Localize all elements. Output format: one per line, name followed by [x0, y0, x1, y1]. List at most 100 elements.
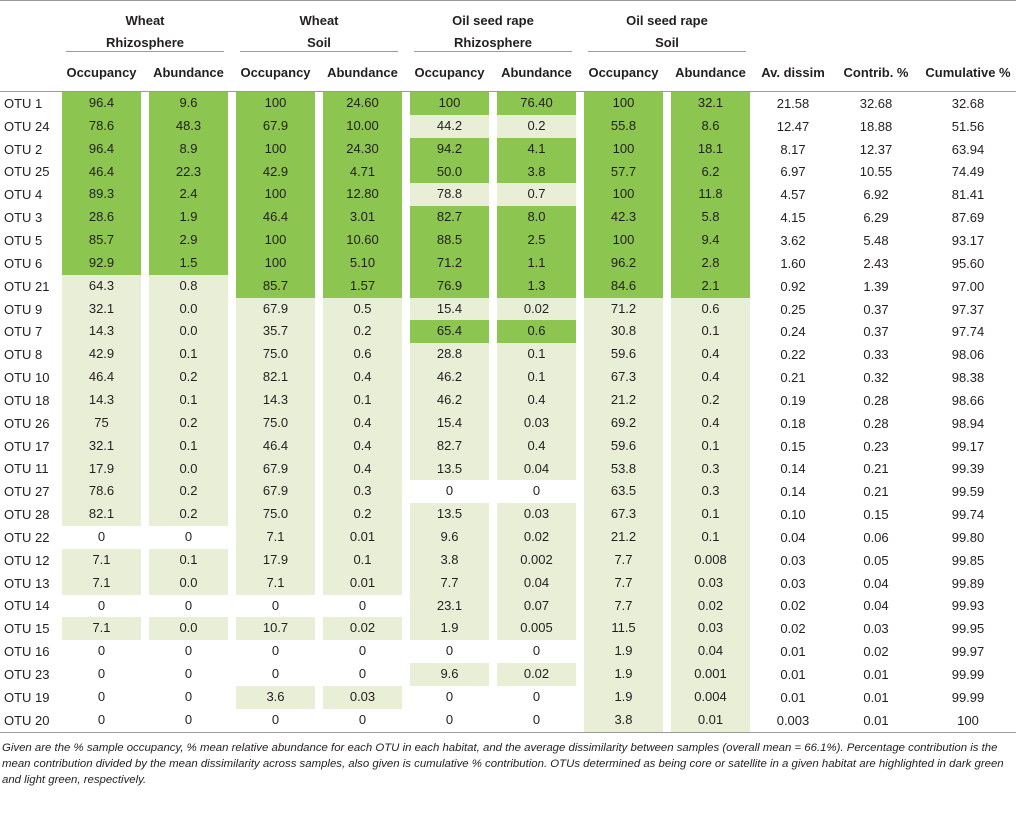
occupancy-cell: 21.2: [580, 526, 667, 549]
cell-value: 22.3: [149, 160, 228, 184]
cumulative-cell: 97.00: [951, 278, 985, 294]
occupancy-cell: 65.4: [406, 320, 493, 344]
contrib-cell: 10.55: [859, 164, 893, 180]
cell-value: 0: [445, 483, 454, 499]
occupancy-cell: 78.6: [58, 114, 145, 138]
otu-label: OTU 24: [4, 118, 50, 134]
occupancy-cell: 64.3: [58, 274, 145, 298]
cell-value: 0: [97, 529, 106, 545]
table-row: OTU 11 17.9 0.0 67.9 0.4 13.5 0.04 53.8 0.3 0.14 0…: [0, 457, 1016, 481]
cell-value: 0: [97, 643, 106, 659]
occupancy-cell: 32.1: [58, 297, 145, 321]
table-row: OTU 4 89.3 2.4 100 12.80 78.8 0.7 100 11.8 4.57 6.…: [0, 183, 1016, 207]
cell-value: 2.9: [149, 229, 228, 252]
cell-value: 0.1: [497, 366, 576, 389]
abundance-cell: 0.03: [493, 411, 580, 435]
cell-value: 3.6: [236, 685, 315, 709]
abundance-cell: 3.8: [493, 160, 580, 184]
cell-value: 0.02: [671, 594, 750, 618]
cell-value: 8.9: [149, 137, 228, 161]
cell-value: 0.2: [149, 411, 228, 435]
abundance-cell: 0.0: [145, 320, 232, 344]
occupancy-cell: 9.6: [406, 663, 493, 686]
abundance-cell: 2.9: [145, 229, 232, 252]
table-row: OTU 15 7.1 0.0 10.7 0.02 1.9 0.005 11.5 0.03 0.02…: [0, 617, 1016, 641]
occupancy-cell: 85.7: [58, 229, 145, 252]
occupancy-cell: 94.2: [406, 137, 493, 161]
cell-value: 0.01: [323, 571, 402, 595]
abundance-cell: 0.6: [667, 297, 754, 321]
cell-value: 4.71: [323, 160, 402, 184]
abundance-cell: 0.1: [667, 526, 754, 549]
cumulative-cell: 51.56: [951, 118, 985, 134]
contrib-cell: 1.39: [863, 278, 889, 294]
cell-value: 2.1: [671, 274, 750, 298]
cell-value: 0: [445, 711, 454, 727]
occupancy-cell: 69.2: [580, 411, 667, 435]
av-dissim-cell: 0.01: [780, 644, 806, 660]
av-dissim-cell: 0.02: [780, 621, 806, 637]
cell-value: 82.7: [410, 434, 489, 458]
cell-value: 7.1: [236, 526, 315, 549]
cell-value: 78.6: [62, 114, 141, 138]
av-dissim-cell: 0.18: [780, 415, 806, 431]
abundance-cell: 4.1: [493, 137, 580, 161]
abundance-cell: 0.1: [667, 434, 754, 458]
av-dissim-cell: 0.01: [780, 689, 806, 705]
cell-value: 0: [271, 666, 280, 682]
abundance-cell: 10.60: [319, 229, 406, 252]
abundance-cell: 0.0: [145, 571, 232, 595]
cell-value: 0.04: [497, 457, 576, 481]
cell-value: 23.1: [410, 594, 489, 618]
otu-label: OTU 22: [4, 529, 50, 545]
table-caption: Given are the % sample occupancy, % mean…: [2, 741, 1004, 787]
cell-value: 0.2: [323, 320, 402, 344]
occupancy-cell: 42.9: [232, 160, 319, 184]
cell-value: 0.03: [323, 685, 402, 709]
cell-value: 32.1: [62, 434, 141, 458]
cell-value: 0.02: [323, 617, 402, 641]
occupancy-cell: 75.0: [232, 343, 319, 367]
abundance-cell: 1.9: [145, 206, 232, 230]
otu-label: OTU 6: [4, 255, 43, 271]
cell-value: 10.00: [323, 114, 402, 138]
av-dissim-cell: 0.04: [780, 529, 806, 545]
occupancy-cell: 96.4: [58, 92, 145, 115]
cell-value: 75.0: [236, 343, 315, 367]
abundance-cell: 5.10: [319, 251, 406, 275]
cell-value: 0: [358, 666, 367, 682]
cumulative-cell: 93.17: [951, 232, 985, 248]
cell-value: 67.9: [236, 480, 315, 504]
otu-table: Wheat Wheat Oil seed rape Oil seed rape …: [0, 0, 1016, 733]
cell-value: 7.7: [584, 571, 663, 595]
cell-value: 53.8: [584, 457, 663, 481]
occupancy-cell: 7.7: [580, 548, 667, 572]
otu-label: OTU 12: [4, 552, 50, 568]
otu-label: OTU 14: [4, 598, 50, 614]
cell-value: 0.1: [149, 343, 228, 367]
occupancy-cell: 13.5: [406, 503, 493, 527]
col-header-occupancy: Occupancy: [406, 54, 493, 92]
occupancy-cell: 14.3: [58, 320, 145, 344]
cell-value: 24.30: [323, 137, 402, 161]
cell-value: 0.04: [671, 640, 750, 664]
cell-value: 82.1: [62, 503, 141, 527]
cumulative-cell: 99.17: [951, 438, 985, 454]
abundance-cell: 0.0: [145, 457, 232, 481]
abundance-cell: 0: [493, 709, 580, 733]
occupancy-cell: 78.8: [406, 183, 493, 207]
cell-value: 0.4: [323, 411, 402, 435]
contrib-cell: 0.05: [863, 552, 889, 568]
cell-value: 0.001: [671, 663, 750, 686]
abundance-cell: 0: [493, 640, 580, 663]
abundance-cell: 0.4: [319, 411, 406, 435]
cell-value: 59.6: [584, 343, 663, 367]
occupancy-cell: 67.3: [580, 366, 667, 389]
abundance-cell: 4.71: [319, 160, 406, 184]
occupancy-cell: 63.5: [580, 480, 667, 504]
contrib-cell: 32.68: [859, 95, 893, 111]
otu-label: OTU 23: [4, 667, 50, 683]
otu-label: OTU 2: [4, 141, 43, 157]
cell-value: 0.4: [323, 434, 402, 458]
occupancy-cell: 3.6: [232, 685, 319, 709]
